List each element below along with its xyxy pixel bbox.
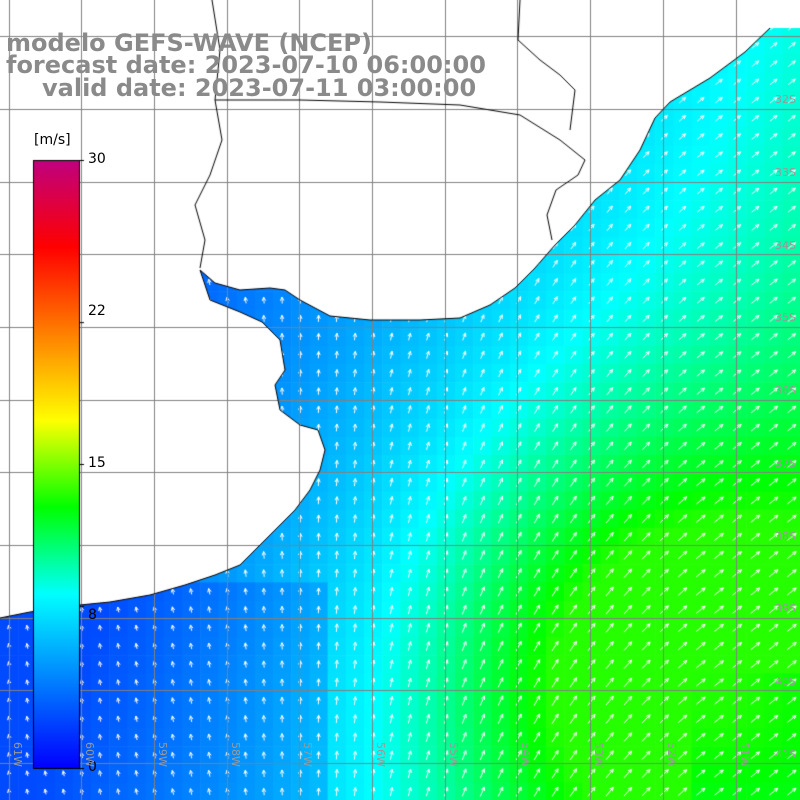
lon-label-53w: 53W <box>592 742 605 767</box>
lon-label-52w: 52W <box>665 742 678 767</box>
colorbar-tick-0: 0 <box>88 759 97 775</box>
lon-label-51w: 51W <box>738 742 751 767</box>
lon-label-56w: 56W <box>374 742 387 767</box>
lat-label-37s: 37S <box>775 457 796 470</box>
colorbar-unit: [m/s] <box>34 132 71 148</box>
lat-label-38s: 38S <box>775 530 796 543</box>
colorbar-tick-15: 15 <box>88 455 106 471</box>
model-title: modelo GEFS-WAVE (NCEP) <box>6 29 372 57</box>
lat-label-36s: 36S <box>775 384 796 397</box>
valid-date: valid date: 2023-07-11 03:00:00 <box>42 74 477 102</box>
lon-label-60w: 60W <box>83 742 96 767</box>
lat-label-32s: 32S <box>775 93 796 106</box>
lat-label-40s: 40S <box>775 675 796 688</box>
lat-label-41s: 41S <box>775 748 796 761</box>
lon-label-57w: 57W <box>301 742 314 767</box>
forecast-date: forecast date: 2023-07-10 06:00:00 <box>6 51 486 79</box>
lon-label-55w: 55W <box>447 742 460 767</box>
colorbar-tick-8: 8 <box>88 607 97 623</box>
lat-label-33s: 33S <box>775 166 796 179</box>
lon-label-54w: 54W <box>519 742 532 767</box>
lon-label-58w: 58W <box>229 742 242 767</box>
colorbar-tick-30: 30 <box>88 151 106 167</box>
lat-label-35s: 35S <box>775 311 796 324</box>
lat-label-39s: 39S <box>775 602 796 615</box>
colorbar-tick-22: 22 <box>88 303 106 319</box>
lat-label-34s: 34S <box>775 239 796 252</box>
lon-label-59w: 59W <box>156 742 169 767</box>
lon-label-61w: 61W <box>11 742 24 767</box>
